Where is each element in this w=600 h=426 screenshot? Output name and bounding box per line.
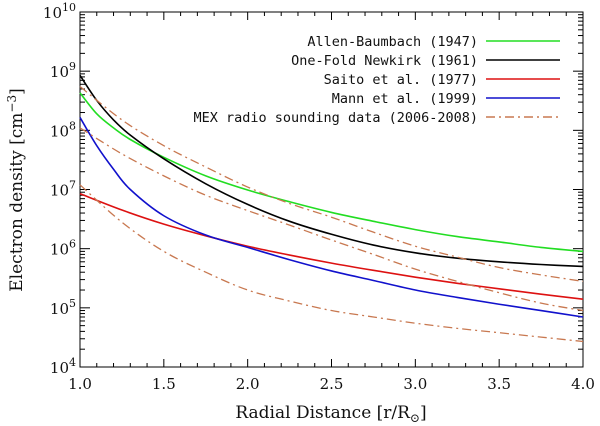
x-tick-label: 1.0 — [68, 375, 92, 393]
x-tick-label: 1.5 — [152, 375, 176, 393]
x-tick-label: 4.0 — [571, 375, 595, 393]
y-tick-label: 1010 — [43, 1, 76, 22]
x-tick-labels: 1.0 1.5 2.0 2.5 3.0 3.5 4.0 — [68, 375, 595, 393]
x-tick-label: 3.5 — [487, 375, 511, 393]
series-line-4 — [79, 117, 584, 318]
legend-label: Allen-Baumbach (1947) — [307, 34, 478, 50]
y-tick-label: 107 — [50, 179, 76, 200]
y-tick-label: 108 — [50, 119, 76, 140]
series-line-7 — [79, 184, 584, 343]
legend: Allen-Baumbach (1947) One-Fold Newkirk (1… — [194, 34, 560, 126]
x-axis-title: Radial Distance [r/R⊙] — [235, 403, 426, 425]
series-line-1 — [79, 92, 584, 253]
legend-label: MEX radio sounding data (2006-2008) — [194, 110, 478, 126]
series-line-5 — [79, 86, 584, 283]
y-tick-labels: 104 105 106 107 108 109 1010 — [43, 1, 76, 377]
y-tick-label: 109 — [50, 60, 76, 81]
series-line-3 — [79, 192, 584, 300]
legend-label: One-Fold Newkirk (1961) — [291, 53, 478, 69]
y-tick-label: 104 — [50, 356, 76, 377]
axis-ticks — [79, 11, 584, 368]
y-tick-label: 105 — [50, 297, 76, 318]
x-tick-label: 3.0 — [403, 375, 427, 393]
legend-label: Mann et al. (1999) — [332, 91, 478, 107]
x-tick-label: 2.0 — [236, 375, 260, 393]
series-layer — [79, 74, 584, 343]
y-tick-label: 106 — [50, 238, 76, 259]
x-tick-label: 2.5 — [320, 375, 344, 393]
series-line-2 — [79, 74, 584, 268]
series-line-6 — [79, 127, 584, 312]
y-axis-title: Electron density [cm−3] — [5, 88, 27, 291]
legend-label: Saito et al. (1977) — [324, 72, 478, 88]
